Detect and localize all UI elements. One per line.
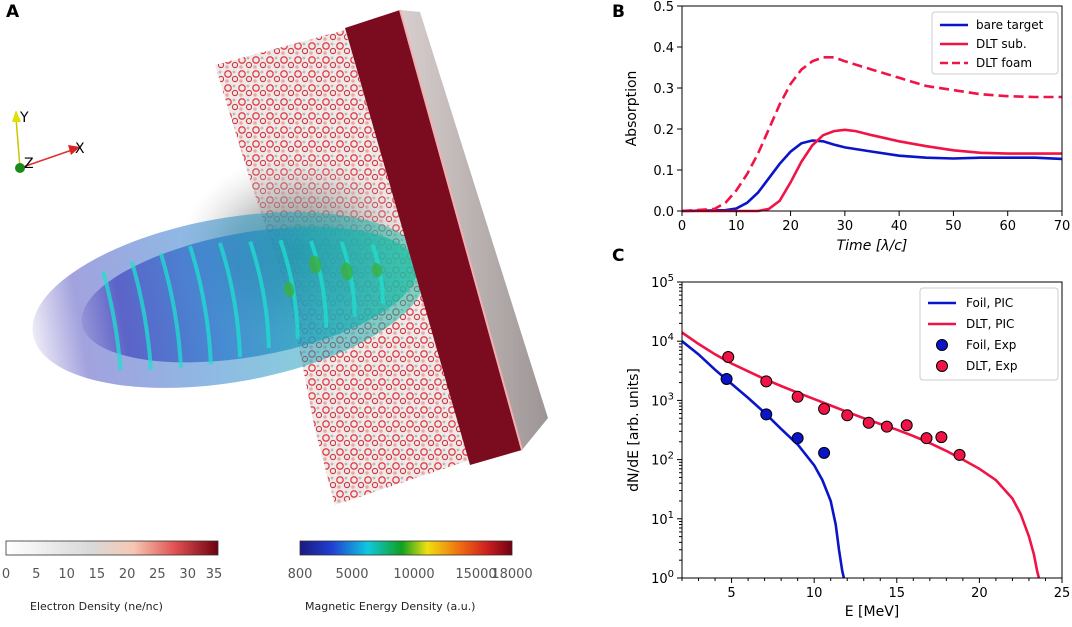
laser-beam xyxy=(32,212,428,388)
data-point-foil-exp xyxy=(791,432,804,445)
legend-label: DLT, PIC xyxy=(966,317,1014,331)
plot-frame xyxy=(681,5,1063,212)
data-point-dlt-exp xyxy=(880,420,893,433)
data-point-foil-exp xyxy=(818,446,831,459)
triad-label-z: Z xyxy=(24,156,34,172)
electron-tick: 10 xyxy=(58,567,75,582)
legend-box xyxy=(931,11,1059,75)
data-point-dlt-exp xyxy=(920,432,933,445)
electron-tick: 5 xyxy=(32,567,40,582)
legend-label: Foil, Exp xyxy=(966,338,1016,352)
x-tick-label: 25 xyxy=(1054,586,1071,601)
y-tick-label: 0.2 xyxy=(653,123,674,138)
charts: 0 10 20 30 40 50 60 70 0.0 0.1 0.2 0.3 0.4 0.5 Time [λ… xyxy=(624,0,1070,620)
chart-b-absorption: 0 10 20 30 40 50 60 70 0.0 0.1 0.2 0.3 0.4 0.5 Time [λ… xyxy=(624,0,1070,254)
legend-label: Foil, PIC xyxy=(966,296,1013,310)
triad-label-x: X xyxy=(75,141,85,157)
magnetic-tick: 10000 xyxy=(393,567,434,582)
y-axis-label: dN/dE [arb. units] xyxy=(626,368,642,492)
data-point-dlt-exp xyxy=(841,409,854,422)
magnetic-energy-colorbar: 800 5000 10000 15000 18000 Magnetic Ener… xyxy=(288,540,533,613)
magnetic-tick: 15000 xyxy=(455,567,496,582)
panel-bc: B C 0 10 20 30 40 50 60 70 0.0 0.1 0.2 0.3 0.4 0.5 Tim… xyxy=(600,0,1072,623)
magnetic-tick: 18000 xyxy=(491,567,532,582)
data-point-foil-exp xyxy=(760,408,773,421)
x-tick-label: 5 xyxy=(727,586,735,601)
chart-c-spectrum: 5 10 15 20 25 100 101 102 103 104 105 E [MeV] dN/dE … xyxy=(626,273,1070,620)
legend-box xyxy=(919,287,1059,381)
magnetic-colorbar-title: Magnetic Energy Density (a.u.) xyxy=(305,600,475,613)
data-point-dlt-exp xyxy=(862,416,875,429)
x-tick-label: 0 xyxy=(678,219,686,234)
electron-tick: 35 xyxy=(206,567,223,582)
electron-colorbar-title: Electron Density (ne/nc) xyxy=(30,600,163,613)
data-point-dlt-exp xyxy=(953,448,966,461)
x-tick-label: 15 xyxy=(889,586,906,601)
x-tick-label: 10 xyxy=(728,219,745,234)
x-tick-label: 70 xyxy=(1054,219,1071,234)
x-tick-label: 50 xyxy=(945,219,962,234)
electron-tick: 15 xyxy=(89,567,106,582)
panel-a: A xyxy=(2,2,548,613)
panel-label-a: A xyxy=(6,2,20,22)
panel-label-c: C xyxy=(612,246,625,266)
series-line-foil-pic xyxy=(681,340,846,579)
series-line-dlt-sub- xyxy=(682,128,1062,213)
axes-triad xyxy=(12,110,80,173)
y-tick-label: 100 xyxy=(651,569,674,587)
legend-swatch xyxy=(936,360,948,372)
x-tick-label: 10 xyxy=(806,586,823,601)
target-slab xyxy=(345,9,548,465)
data-point-dlt-exp xyxy=(791,390,804,403)
x-tick-label: 60 xyxy=(999,219,1016,234)
data-point-dlt-exp xyxy=(818,402,831,415)
legend-label: DLT, Exp xyxy=(966,359,1018,373)
electron-tick: 20 xyxy=(119,567,136,582)
data-point-dlt-exp xyxy=(760,375,773,388)
x-tick-label: 40 xyxy=(891,219,908,234)
y-tick-label: 102 xyxy=(651,451,674,469)
y-tick-label: 0.3 xyxy=(653,82,674,97)
x-axis-label: E [MeV] xyxy=(845,604,900,620)
y-tick-label: 0.0 xyxy=(653,205,674,220)
y-tick-label: 104 xyxy=(651,332,674,350)
magnetic-tick: 5000 xyxy=(335,567,368,582)
electron-tick: 0 xyxy=(2,567,10,582)
y-tick-label: 101 xyxy=(651,510,674,528)
y-tick-label: 103 xyxy=(651,391,674,409)
y-tick-label: 0.4 xyxy=(653,41,674,56)
x-tick-label: 20 xyxy=(971,586,988,601)
simulation-render: Y X Z 0 5 10 15 20 25 30 35 Electron Den… xyxy=(2,9,548,613)
x-tick-label: 30 xyxy=(837,219,854,234)
series-line-bare-target xyxy=(681,139,1063,213)
legend-label: DLT foam xyxy=(976,56,1032,70)
y-tick-label: 0.1 xyxy=(653,164,674,179)
electron-tick: 25 xyxy=(149,567,166,582)
legend-swatch xyxy=(936,339,948,351)
legend-label: DLT sub. xyxy=(976,37,1027,51)
electron-tick: 30 xyxy=(179,567,196,582)
series-line-dlt-foam xyxy=(681,56,1062,213)
y-tick-label: 105 xyxy=(651,273,674,291)
data-point-dlt-exp xyxy=(722,351,735,364)
magnetic-tick: 800 xyxy=(288,567,313,582)
y-tick-label: 0.5 xyxy=(653,0,674,15)
data-point-dlt-exp xyxy=(900,419,913,432)
x-axis-label: Time [λ/c] xyxy=(837,238,908,254)
x-tick-label: 20 xyxy=(782,219,799,234)
data-point-dlt-exp xyxy=(935,431,948,444)
panel-label-b: B xyxy=(612,2,625,22)
data-point-foil-exp xyxy=(720,372,733,385)
y-axis-label: Absorption xyxy=(624,71,640,147)
plot-frame xyxy=(681,281,1063,579)
electron-density-colorbar: 0 5 10 15 20 25 30 35 Electron Density (… xyxy=(2,540,223,613)
triad-label-y: Y xyxy=(19,110,29,126)
legend-label: bare target xyxy=(976,18,1044,32)
